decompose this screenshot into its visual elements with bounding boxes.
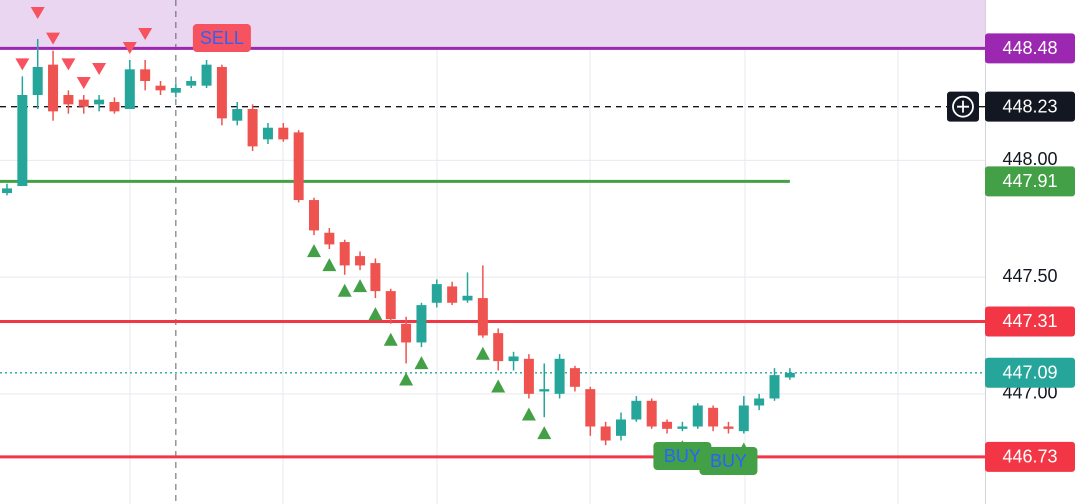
candle-body [370, 263, 381, 292]
price-label: 448.48 [1002, 38, 1057, 58]
candle-body [784, 372, 795, 378]
buy-signal [322, 258, 337, 272]
annotation-box [699, 447, 758, 475]
candle-body [401, 323, 412, 343]
candle-body [262, 127, 273, 140]
buy-signal [537, 426, 552, 440]
price-label-box [985, 91, 1075, 122]
candle-body [186, 81, 197, 86]
price-label-box [985, 166, 1075, 197]
candle-body [616, 419, 626, 436]
candle-body [48, 64, 59, 112]
candle-body [324, 232, 335, 245]
price-label-box [985, 33, 1075, 64]
buy-signal [399, 372, 414, 386]
candle-body [216, 66, 227, 119]
annotation-label: BUY [664, 446, 701, 466]
sell-signal [15, 58, 30, 71]
buy-signal [521, 407, 536, 421]
candle-body [355, 256, 366, 266]
candle-body [462, 295, 473, 301]
candle-body [523, 358, 534, 394]
candle-body [140, 69, 151, 82]
candle-body [738, 405, 749, 432]
candle-body [309, 200, 319, 231]
sell-signal [61, 58, 76, 71]
candle-body [447, 286, 458, 303]
buy-signal [337, 283, 352, 297]
candle-body [247, 109, 258, 147]
buy-signal [491, 379, 506, 393]
candle-body [339, 242, 350, 266]
y-tick-label: 447.50 [1002, 266, 1057, 286]
sell-signal [46, 32, 61, 45]
candle-body [278, 127, 289, 140]
candle-body [677, 426, 688, 429]
sell-signal [30, 6, 45, 19]
candle-body [293, 132, 304, 201]
candle-body [155, 85, 166, 91]
candle-body [385, 291, 396, 320]
candle-body [754, 398, 765, 406]
sell-signal [138, 27, 153, 40]
candle-body [631, 400, 642, 420]
buy-signal [475, 346, 490, 360]
price-label-box [985, 441, 1075, 472]
candle-body [769, 375, 780, 399]
buy-signal [368, 307, 383, 321]
candle-body [431, 284, 442, 303]
price-label: 447.09 [1002, 363, 1057, 383]
price-label: 447.31 [1002, 311, 1057, 331]
candle-body [416, 305, 427, 343]
candle-body [124, 69, 135, 110]
candle-body [32, 66, 43, 96]
candle-body [493, 333, 504, 362]
candle-body [569, 368, 580, 387]
candle-body [554, 358, 565, 394]
candle-body [585, 389, 596, 427]
candle-body [477, 298, 488, 336]
time-grid [129, 0, 899, 504]
candle-body [508, 356, 519, 362]
annotation-box [192, 24, 251, 52]
price-label: 448.23 [1002, 96, 1057, 116]
candle-body [17, 95, 28, 187]
price-zone [0, 0, 985, 49]
candle-body [94, 99, 105, 105]
candle-body [708, 407, 719, 427]
candle-body [170, 88, 181, 93]
price-label-box [985, 306, 1075, 337]
candle-body [723, 426, 734, 429]
annotation-label: SELL [200, 28, 244, 48]
buy-signal [414, 356, 429, 370]
candle-body [201, 64, 212, 86]
price-label: 447.91 [1002, 171, 1057, 191]
crosshair-add-icon [952, 95, 974, 118]
price-label: 446.73 [1002, 447, 1057, 467]
buy-signal [383, 332, 398, 346]
sell-signal [92, 63, 107, 76]
annotation-box [653, 442, 712, 470]
buy-signal [353, 279, 368, 293]
candle-body [662, 421, 673, 429]
candle-body [600, 426, 611, 441]
y-tick-label: 448.00 [1002, 149, 1057, 169]
sell-signal [122, 41, 137, 54]
candle-body [63, 95, 74, 105]
crosshair-add-icon [957, 100, 969, 113]
candle-body [78, 99, 89, 107]
candle-body [2, 188, 12, 194]
candle-body [109, 102, 120, 112]
candle-body [232, 109, 243, 121]
price-label-box [985, 357, 1075, 388]
sell-signal [76, 77, 91, 90]
candle-body [646, 400, 657, 427]
candle-body [539, 389, 550, 392]
buy-signal [307, 244, 321, 258]
annotation-label: BUY [710, 451, 747, 471]
candle-body [692, 405, 703, 427]
